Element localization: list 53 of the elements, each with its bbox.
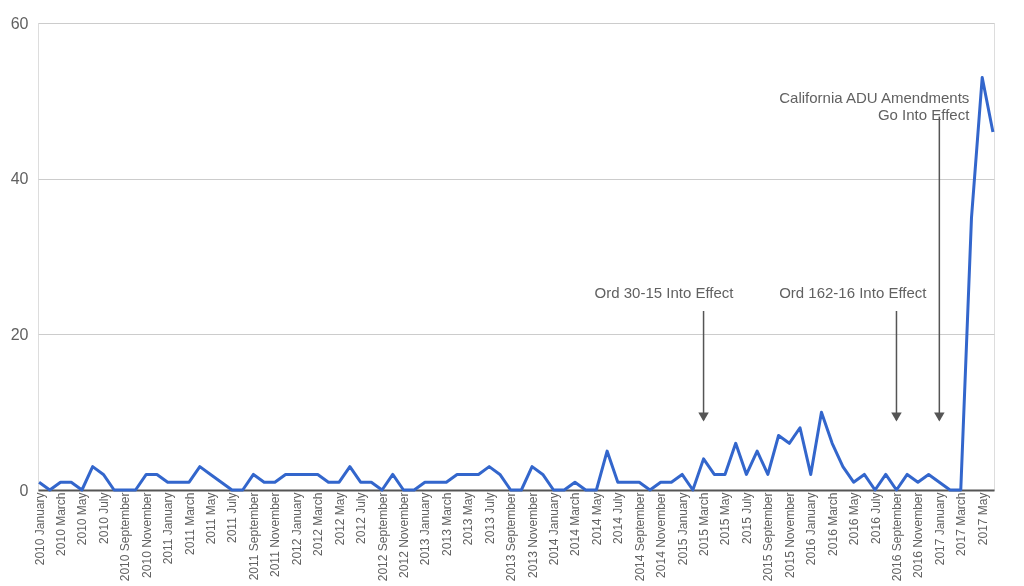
- x-tick-label: 2017 March: [954, 492, 969, 556]
- x-tick-label: 2013 September: [504, 492, 519, 582]
- x-tick-label: 2016 January: [804, 492, 819, 566]
- x-tick-label: 2014 May: [589, 492, 604, 546]
- annotation: Ord 162-16 Into Effect: [779, 283, 928, 301]
- x-tick-label: 2010 March: [54, 492, 69, 556]
- x-tick-label: 2017 January: [932, 492, 947, 566]
- x-tick-label: 2013 January: [418, 492, 433, 566]
- x-tick-label: 2012 May: [332, 492, 347, 546]
- x-tick-label: 2011 November: [268, 492, 283, 577]
- x-tick-label: 2016 March: [825, 492, 840, 556]
- x-tick-label: 2017 May: [975, 492, 990, 546]
- x-tick-label: 2014 January: [547, 492, 562, 566]
- x-tick-label: 2015 January: [675, 492, 690, 566]
- x-tick-label: 2011 March: [182, 492, 197, 555]
- x-tick-label: 2015 May: [718, 492, 733, 546]
- x-tick-label: 2011 July: [225, 492, 240, 543]
- x-tick-label: 2013 May: [461, 492, 476, 546]
- x-tick-label: 2016 July: [868, 492, 883, 544]
- x-tick-label: 2015 November: [782, 492, 797, 578]
- y-tick-label: 40: [10, 170, 29, 188]
- x-tick-label: 2016 November: [911, 492, 926, 578]
- x-tick-label: 2013 July: [482, 492, 497, 544]
- x-tick-label: 2010 July: [96, 492, 111, 544]
- x-tick-label: 2013 November: [525, 492, 540, 578]
- x-tick-label: 2011 January: [161, 492, 176, 565]
- x-tick-label: 2013 March: [439, 492, 454, 556]
- x-tick-label: 2014 March: [568, 492, 583, 556]
- x-tick-label: 2012 January: [289, 492, 304, 566]
- y-tick-label: 60: [10, 14, 29, 32]
- x-tick-label: 2012 March: [311, 492, 326, 556]
- x-tick-label: 2015 July: [739, 492, 754, 544]
- x-tick-label: 2012 November: [396, 492, 411, 578]
- x-tick-label: 2014 September: [632, 492, 647, 582]
- x-tick-label: 2015 September: [761, 492, 776, 582]
- x-tick-label: 2016 September: [889, 492, 904, 582]
- x-tick-label: 2016 May: [847, 492, 862, 546]
- x-tick-label: 2010 January: [32, 492, 47, 566]
- x-tick-label: 2010 September: [118, 492, 133, 582]
- x-tick-label: 2011 September: [246, 492, 261, 581]
- line-series: [37, 75, 995, 492]
- x-tick-label: 2014 July: [611, 492, 626, 544]
- annotation: Ord 30-15 Into Effect: [594, 283, 735, 301]
- x-tick-label: 2012 September: [375, 492, 390, 582]
- x-tick-label: 2015 March: [697, 492, 712, 556]
- annotation: California ADU Amendments Go Into Effect: [779, 89, 971, 124]
- x-tick-label: 2012 July: [354, 492, 369, 544]
- x-tick-label: 2014 November: [654, 492, 669, 578]
- y-tick-label: 0: [19, 481, 29, 499]
- x-tick-label: 2010 November: [139, 492, 154, 578]
- y-tick-label: 20: [10, 325, 29, 343]
- x-tick-label: 2010 May: [75, 492, 90, 546]
- x-tick-label: 2011 May: [204, 492, 219, 545]
